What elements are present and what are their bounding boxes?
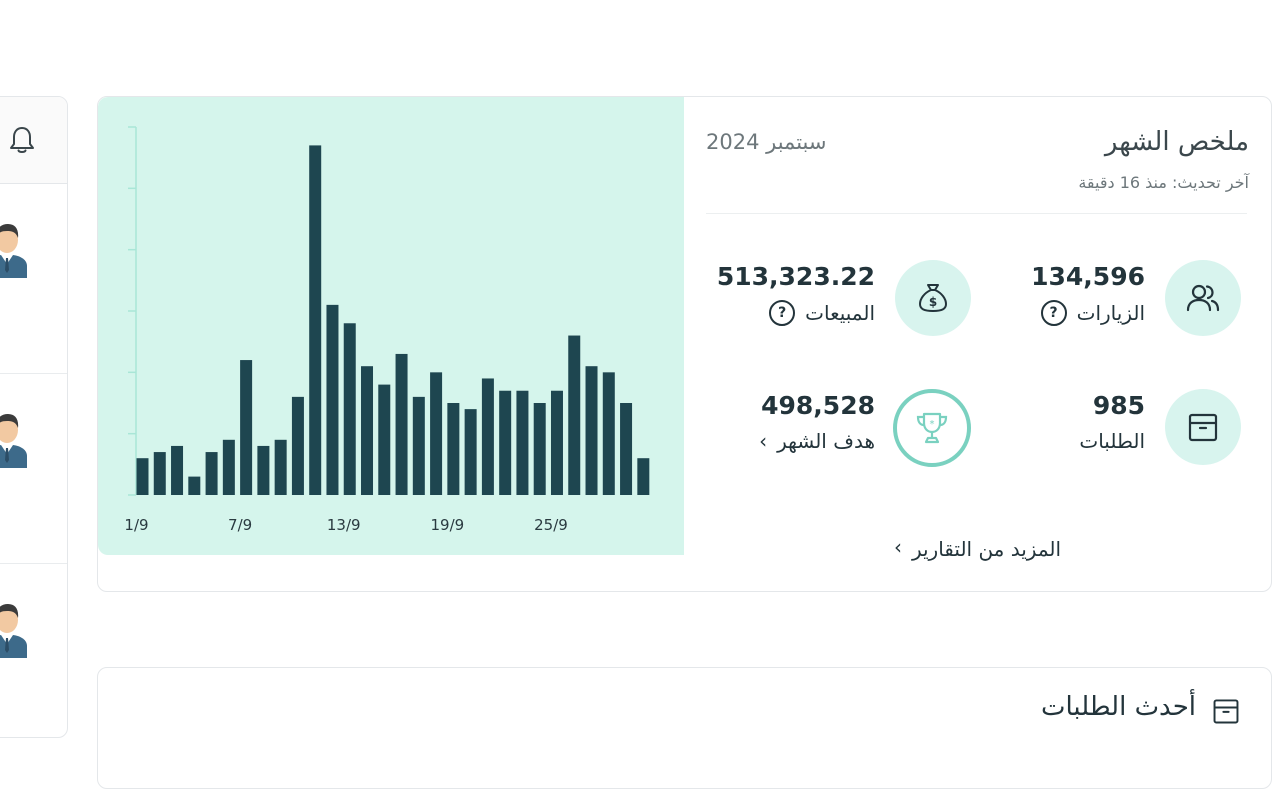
sales-icon-circle: $ <box>895 260 971 336</box>
daily-bar-chart: 1/9 7/9 13/9 19/9 25/9 <box>124 126 650 534</box>
chart-bar[interactable] <box>430 372 443 495</box>
chart-bar[interactable] <box>188 476 201 495</box>
stat-goal[interactable]: * 498,528 هدف الشهر › <box>695 389 971 469</box>
list-item[interactable] <box>0 374 67 564</box>
chart-bar[interactable] <box>412 396 425 495</box>
users-icon <box>1186 284 1220 312</box>
sales-value: 513,323.22 <box>716 262 875 291</box>
latest-orders-card: أحدث الطلبات <box>97 667 1272 789</box>
chart-bar[interactable] <box>499 390 512 495</box>
chart-bar[interactable] <box>464 409 477 495</box>
chart-bar[interactable] <box>378 384 391 495</box>
avatar <box>0 414 27 468</box>
orders-label: الطلبات <box>1079 429 1145 453</box>
list-item[interactable] <box>0 184 67 374</box>
chart-bar[interactable] <box>326 304 339 495</box>
visits-icon-circle <box>1165 260 1241 336</box>
chart-bar[interactable] <box>585 366 598 495</box>
chart-bar[interactable] <box>171 445 184 495</box>
chart-bar[interactable] <box>136 458 149 495</box>
goal-label-row[interactable]: هدف الشهر › <box>759 429 875 453</box>
chart-bar[interactable] <box>602 372 615 495</box>
chart-bar[interactable] <box>205 452 218 495</box>
x-tick-label: 1/9 <box>124 516 148 534</box>
box-icon <box>1213 699 1239 724</box>
money-bag-icon: $ <box>919 284 947 312</box>
last-update-text: آخر تحديث: منذ 16 دقيقة <box>1078 173 1249 192</box>
bell-icon[interactable] <box>8 125 36 155</box>
goal-label[interactable]: هدف الشهر <box>777 429 875 453</box>
goal-value: 498,528 <box>761 391 875 420</box>
visits-label: الزيارات <box>1076 301 1145 325</box>
chart-bar[interactable] <box>257 445 270 495</box>
box-icon <box>1188 413 1218 442</box>
avatar <box>0 224 27 278</box>
chart-bar[interactable] <box>481 378 494 495</box>
svg-text:$: $ <box>929 295 937 309</box>
svg-text:*: * <box>930 419 935 430</box>
summary-info-panel: ملخص الشهر آخر تحديث: منذ 16 دقيقة سبتمب… <box>684 97 1271 591</box>
stat-sales: $ 513,323.22 المبيعات ? <box>695 260 971 340</box>
list-item[interactable] <box>0 564 67 737</box>
chart-bar[interactable] <box>516 390 529 495</box>
notifications-header <box>0 97 67 184</box>
notifications-panel <box>0 96 68 738</box>
chart-bar[interactable] <box>153 452 166 495</box>
help-icon[interactable]: ? <box>1040 300 1067 326</box>
chart-bar[interactable] <box>550 390 563 495</box>
trophy-icon: * <box>916 412 948 444</box>
x-tick-label: 19/9 <box>431 516 465 534</box>
chart-bar[interactable] <box>395 353 408 495</box>
chevron-left-icon[interactable]: › <box>893 535 902 559</box>
chart-bar[interactable] <box>533 403 546 495</box>
orders-value: 985 <box>1092 391 1145 420</box>
chevron-left-icon[interactable]: › <box>759 429 768 453</box>
chart-bar[interactable] <box>343 323 356 495</box>
month-label: سبتمبر 2024 <box>706 130 827 154</box>
x-tick-label: 7/9 <box>228 516 252 534</box>
divider <box>706 213 1247 214</box>
chart-bar[interactable] <box>568 335 581 495</box>
sales-label-row: المبيعات ? <box>769 300 875 326</box>
chart-bar[interactable] <box>291 396 304 495</box>
visits-label-row: الزيارات ? <box>1040 300 1145 326</box>
daily-chart-panel: 1/9 7/9 13/9 19/9 25/9 <box>98 97 684 555</box>
stat-visits: 134,596 الزيارات ? <box>965 260 1241 340</box>
chart-bar[interactable] <box>637 458 650 495</box>
goal-icon-circle: * <box>893 389 971 467</box>
stat-orders: 985 الطلبات <box>965 389 1241 469</box>
x-tick-label: 25/9 <box>534 516 568 534</box>
chart-bar[interactable] <box>240 360 253 495</box>
sales-label: المبيعات <box>805 301 875 325</box>
more-reports-link[interactable]: المزيد من التقارير › <box>684 537 1271 561</box>
more-reports-label[interactable]: المزيد من التقارير <box>911 537 1062 561</box>
chart-bar[interactable] <box>361 366 374 495</box>
x-tick-label: 13/9 <box>327 516 361 534</box>
orders-icon-circle <box>1165 389 1241 465</box>
chart-bar[interactable] <box>620 403 633 495</box>
help-icon[interactable]: ? <box>769 300 796 326</box>
orders-label-row: الطلبات <box>1079 429 1145 453</box>
visits-value: 134,596 <box>1031 262 1145 291</box>
chart-bar[interactable] <box>222 439 235 495</box>
chart-bar[interactable] <box>447 403 460 495</box>
monthly-summary-card: 1/9 7/9 13/9 19/9 25/9 ملخص الشهر آخر تحديث:… <box>97 96 1272 592</box>
summary-title: ملخص الشهر <box>1104 127 1249 157</box>
chart-bar[interactable] <box>274 439 287 495</box>
avatar <box>0 604 27 658</box>
chart-bar[interactable] <box>309 145 322 495</box>
latest-orders-title: أحدث الطلبات <box>1040 692 1196 722</box>
